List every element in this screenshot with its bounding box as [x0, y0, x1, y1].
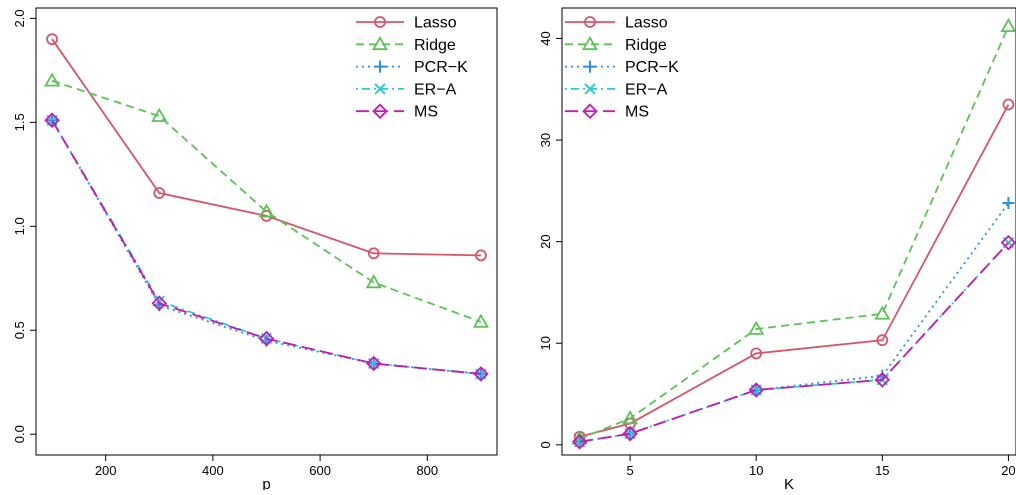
data-point [367, 247, 380, 260]
y-tick-label: 0.5 [12, 321, 27, 339]
legend-label: ER−A [414, 81, 457, 98]
series-5 [571, 234, 1016, 450]
x-tick-label: 20 [1001, 463, 1015, 478]
x-tick-label: 5 [626, 463, 633, 478]
series-line [51, 119, 482, 375]
series-3 [46, 114, 487, 380]
data-point [1002, 197, 1015, 210]
series-2 [44, 72, 489, 328]
data-point [876, 334, 889, 347]
legend-marker [584, 60, 596, 73]
legend: Lasso Ridge PCR−K ER−A MS [356, 15, 468, 121]
x-tick-label: 10 [749, 463, 763, 478]
panel-2: 5 10 15 20 0 10 20 30 40 K Lasso Ridge PCR−K ER−A MS [538, 7, 1016, 493]
series-3 [573, 197, 1015, 448]
legend-label: MS [414, 104, 438, 121]
legend-marker [374, 60, 386, 73]
plot-frame [561, 7, 1016, 456]
data-point [258, 330, 275, 347]
series-4 [573, 236, 1015, 448]
series-1 [573, 98, 1015, 443]
y-tick-label: 1.0 [12, 217, 27, 235]
data-point [151, 295, 168, 312]
legend-marker [581, 35, 599, 51]
legend-label: PCR−K [414, 59, 468, 76]
y-tick-label: 40 [538, 31, 553, 45]
x-tick-label: 400 [202, 463, 224, 478]
data-point [622, 410, 639, 425]
legend-marker [584, 16, 596, 28]
y-tick-label: 0.0 [12, 425, 27, 443]
legend-label: MS [625, 104, 649, 121]
legend-label: Ridge [414, 37, 456, 54]
legend-label: Lasso [625, 15, 668, 32]
data-point [874, 305, 891, 320]
data-point [750, 347, 763, 360]
data-point [748, 320, 765, 335]
series-line [579, 242, 1010, 443]
data-point [1000, 17, 1016, 33]
series-line [51, 119, 482, 375]
data-point [365, 355, 382, 372]
x-tick-label: 600 [309, 463, 331, 478]
x-tick-label: 200 [95, 463, 117, 478]
legend-label: PCR−K [625, 59, 679, 76]
legend-marker [584, 83, 596, 95]
series-line [579, 202, 1010, 443]
data-point [44, 72, 61, 87]
legend-label: Ridge [625, 37, 667, 54]
y-tick-label: 30 [538, 133, 553, 147]
y-tick-label: 20 [538, 234, 553, 248]
data-point [1000, 234, 1016, 251]
data-point [46, 33, 58, 46]
legend-label: Lasso [414, 15, 457, 32]
data-point [622, 425, 638, 442]
series-line [579, 25, 1010, 440]
series-line [51, 79, 482, 323]
panel-1: 200 400 600 800 0.0 0.5 1.0 1.5 2.0 p Lasso Ridge PC… [12, 7, 498, 493]
series-line [579, 242, 1010, 443]
data-point [153, 187, 166, 199]
legend-marker [372, 103, 388, 119]
data-point [44, 112, 60, 129]
y-tick-label: 2.0 [12, 9, 27, 27]
data-point [151, 107, 168, 122]
y-tick-label: 1.5 [12, 113, 27, 131]
data-point [258, 203, 275, 218]
data-point [473, 366, 489, 382]
legend-marker [371, 35, 389, 51]
y-tick-label: 0 [538, 441, 553, 448]
y-tick-label: 10 [538, 336, 553, 350]
plot-frame [35, 7, 498, 456]
x-axis-label: p [262, 476, 270, 490]
data-point [571, 434, 588, 450]
x-tick-label: 800 [416, 463, 438, 478]
x-tick-label: 15 [875, 463, 889, 478]
legend-marker [374, 83, 386, 95]
legend-label: ER−A [625, 81, 668, 98]
data-point [365, 274, 382, 289]
legend-marker [582, 103, 598, 119]
data-point [472, 313, 489, 328]
data-point [475, 249, 487, 262]
x-axis-label: K [784, 476, 794, 490]
series-line [579, 104, 1010, 438]
legend: Lasso Ridge PCR−K ER−A MS [565, 15, 679, 121]
series-5 [44, 112, 489, 382]
data-point [748, 382, 764, 398]
data-point [1002, 98, 1015, 111]
legend-marker [374, 16, 386, 28]
data-point [874, 372, 891, 388]
